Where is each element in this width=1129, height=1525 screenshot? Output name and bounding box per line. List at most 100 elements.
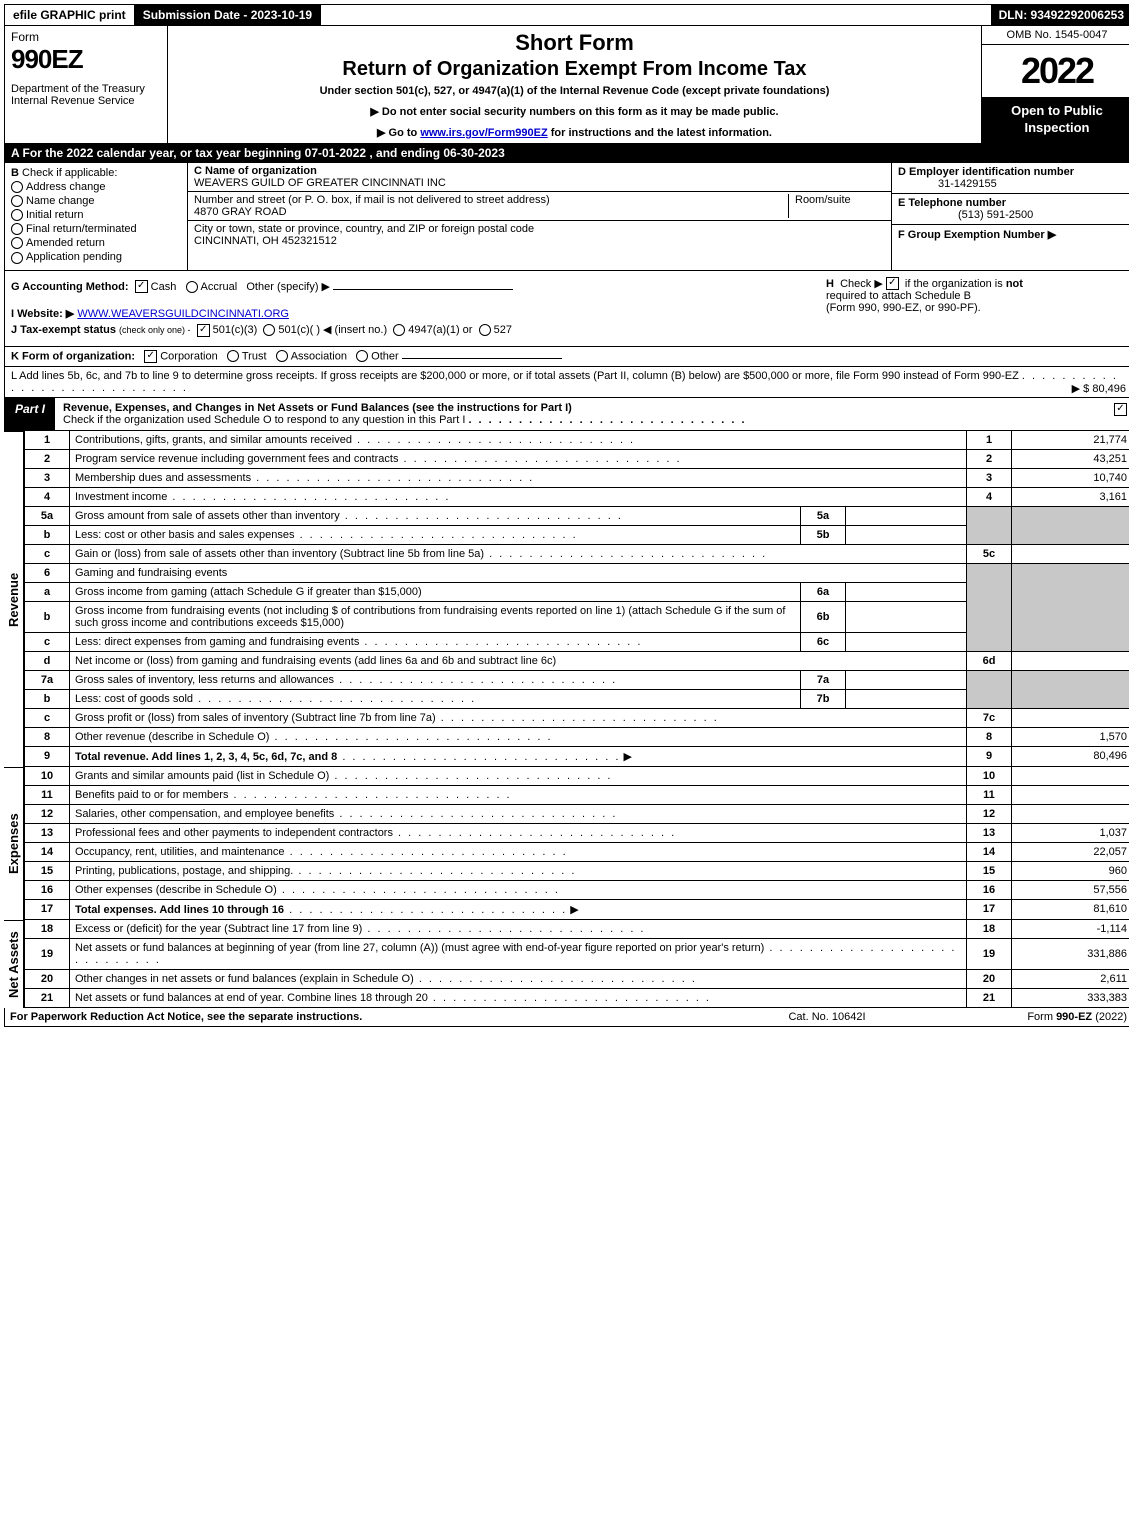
expenses-vert-label: Expenses: [4, 767, 24, 920]
line-g: G Accounting Method: Cash Accrual Other …: [11, 280, 816, 294]
line-19: 19Net assets or fund balances at beginni…: [25, 938, 1129, 969]
l-text: L Add lines 5b, 6c, and 7b to line 9 to …: [11, 370, 1019, 382]
chk-initial-return[interactable]: Initial return: [11, 209, 181, 221]
527-label: 527: [494, 324, 512, 336]
line-6: 6Gaming and fundraising events: [25, 563, 1129, 582]
return-title: Return of Organization Exempt From Incom…: [176, 58, 973, 81]
expenses-section: Expenses 10Grants and similar amounts pa…: [4, 767, 1129, 920]
chk-501c3[interactable]: [197, 324, 210, 337]
line-k: K Form of organization: Corporation Trus…: [4, 347, 1129, 367]
h-label: H: [826, 278, 834, 290]
trust-label: Trust: [242, 350, 267, 362]
chk-trust[interactable]: [227, 350, 239, 362]
org-street: 4870 GRAY ROAD: [194, 206, 287, 218]
4947-label: 4947(a)(1) or: [408, 324, 472, 336]
line-10: 10Grants and similar amounts paid (list …: [25, 767, 1129, 786]
gh-left: G Accounting Method: Cash Accrual Other …: [11, 277, 816, 340]
line-12: 12Salaries, other compensation, and empl…: [25, 804, 1129, 823]
part1-tab: Part I: [5, 398, 55, 430]
line-l: L Add lines 5b, 6c, and 7b to line 9 to …: [4, 367, 1129, 398]
line-11: 11Benefits paid to or for members11: [25, 785, 1129, 804]
website-link[interactable]: WWW.WEAVERSGUILDCINCINNATI.ORG: [77, 308, 289, 320]
line-8: 8Other revenue (describe in Schedule O)8…: [25, 727, 1129, 746]
h-check: Check ▶: [840, 278, 883, 290]
dept-treasury: Department of the Treasury: [11, 83, 161, 95]
omb-number: OMB No. 1545-0047: [982, 26, 1129, 45]
form-word: Form: [11, 30, 161, 44]
efile-label[interactable]: efile GRAPHIC print: [5, 5, 135, 25]
line-18: 18Excess or (deficit) for the year (Subt…: [25, 920, 1129, 939]
irs-link[interactable]: www.irs.gov/Form990EZ: [420, 127, 547, 139]
line-5b: bLess: cost or other basis and sales exp…: [25, 525, 1129, 544]
page-footer: For Paperwork Reduction Act Notice, see …: [4, 1008, 1129, 1027]
part1-check-cell: [1112, 398, 1129, 430]
line-i: I Website: ▶ WWW.WEAVERSGUILDCINCINNATI.…: [11, 307, 816, 320]
k-label: K Form of organization:: [11, 350, 135, 362]
other-specify-input[interactable]: [333, 289, 513, 290]
net-assets-vert-label: Net Assets: [4, 920, 24, 1008]
h-txt4: (Form 990, 990-EZ, or 990-PF).: [826, 302, 981, 314]
check-applicable: Check if applicable:: [22, 167, 117, 179]
line-9: 9Total revenue. Add lines 1, 2, 3, 4, 5c…: [25, 746, 1129, 766]
chk-corporation[interactable]: [144, 350, 157, 363]
header-left: Form 990EZ Department of the Treasury In…: [5, 26, 168, 143]
header-right: OMB No. 1545-0047 2022 Open to Public In…: [981, 26, 1129, 143]
line-5a: 5aGross amount from sale of assets other…: [25, 506, 1129, 525]
chk-4947[interactable]: [393, 324, 405, 336]
goto-pre: ▶ Go to: [377, 127, 420, 139]
website-label: I Website: ▶: [11, 308, 74, 320]
section-ghij: G Accounting Method: Cash Accrual Other …: [4, 271, 1129, 347]
expenses-table: 10Grants and similar amounts paid (list …: [24, 767, 1129, 920]
row-a-tax-year: A For the 2022 calendar year, or tax yea…: [4, 144, 1129, 163]
revenue-vert-label: Revenue: [4, 431, 24, 767]
top-bar: efile GRAPHIC print Submission Date - 20…: [4, 4, 1129, 26]
ein-label: D Employer identification number: [898, 166, 1074, 178]
chk-name-change[interactable]: Name change: [11, 195, 181, 207]
paperwork-notice: For Paperwork Reduction Act Notice, see …: [10, 1011, 727, 1023]
j-label: J Tax-exempt status: [11, 324, 116, 336]
form-ref: Form 990-EZ (2022): [927, 1011, 1127, 1023]
chk-accrual[interactable]: [186, 281, 198, 293]
chk-schedule-o[interactable]: [1114, 403, 1127, 416]
tax-year: 2022: [982, 45, 1129, 97]
other-org-label: Other: [371, 350, 399, 362]
part1-header: Part I Revenue, Expenses, and Changes in…: [4, 398, 1129, 431]
goto-instructions: ▶ Go to www.irs.gov/Form990EZ for instru…: [176, 126, 973, 139]
line-7b: bLess: cost of goods sold7b: [25, 689, 1129, 708]
group-exemption-label: F Group Exemption Number ▶: [898, 229, 1056, 241]
chk-application-pending[interactable]: Application pending: [11, 251, 181, 263]
chk-cash[interactable]: [135, 280, 148, 293]
chk-association[interactable]: [276, 350, 288, 362]
irs-label: Internal Revenue Service: [11, 95, 161, 107]
501c3-label: 501(c)(3): [213, 324, 258, 336]
chk-other-org[interactable]: [356, 350, 368, 362]
line-6d: dNet income or (loss) from gaming and fu…: [25, 651, 1129, 670]
form-header: Form 990EZ Department of the Treasury In…: [4, 26, 1129, 144]
line-16: 16Other expenses (describe in Schedule O…: [25, 880, 1129, 899]
ein-value: 31-1429155: [898, 178, 997, 190]
chk-527[interactable]: [479, 324, 491, 336]
g-label: G Accounting Method:: [11, 281, 129, 293]
line-6c: cLess: direct expenses from gaming and f…: [25, 632, 1129, 651]
chk-address-change[interactable]: Address change: [11, 181, 181, 193]
line-4: 4Investment income43,161: [25, 487, 1129, 506]
room-suite-label: Room/suite: [795, 194, 851, 206]
open-to-public: Open to Public Inspection: [982, 97, 1129, 143]
chk-501c[interactable]: [263, 324, 275, 336]
chk-final-return[interactable]: Final return/terminated: [11, 223, 181, 235]
line-6b: bGross income from fundraising events (n…: [25, 601, 1129, 632]
part1-sub: Check if the organization used Schedule …: [63, 414, 465, 426]
j-note: (check only one) -: [119, 325, 191, 335]
header-center: Short Form Return of Organization Exempt…: [168, 26, 981, 143]
chk-schedule-b[interactable]: [886, 277, 899, 290]
other-org-input[interactable]: [402, 358, 562, 359]
chk-amended-return[interactable]: Amended return: [11, 237, 181, 249]
line-j: J Tax-exempt status (check only one) - 5…: [11, 323, 816, 337]
line-7c: cGross profit or (loss) from sales of in…: [25, 708, 1129, 727]
short-form-title: Short Form: [176, 30, 973, 56]
goto-post: for instructions and the latest informat…: [548, 127, 772, 139]
other-specify: Other (specify) ▶: [246, 281, 330, 293]
accrual-label: Accrual: [201, 281, 238, 293]
line-17: 17Total expenses. Add lines 10 through 1…: [25, 899, 1129, 919]
c-name-label: C Name of organization: [194, 165, 317, 177]
